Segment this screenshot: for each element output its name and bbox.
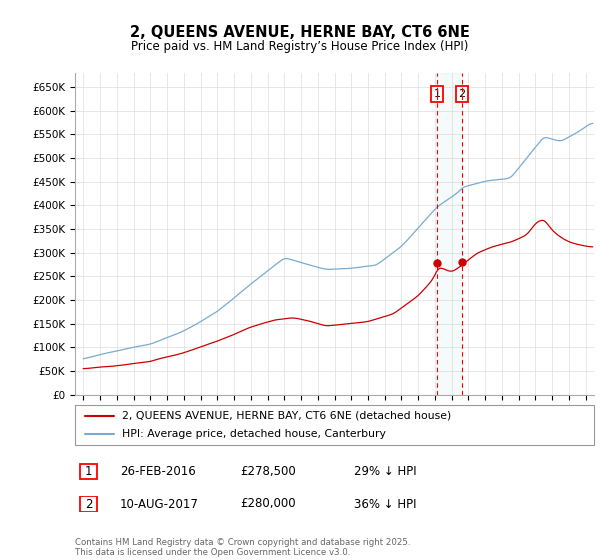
Text: 2, QUEENS AVENUE, HERNE BAY, CT6 6NE (detached house): 2, QUEENS AVENUE, HERNE BAY, CT6 6NE (de… [122, 411, 451, 421]
Text: Contains HM Land Registry data © Crown copyright and database right 2025.
This d: Contains HM Land Registry data © Crown c… [75, 538, 410, 557]
Text: 1: 1 [85, 465, 92, 478]
Text: 10-AUG-2017: 10-AUG-2017 [120, 497, 199, 511]
FancyBboxPatch shape [80, 496, 97, 512]
FancyBboxPatch shape [75, 405, 594, 445]
Bar [437, 73, 462, 395]
Text: 36% ↓ HPI: 36% ↓ HPI [354, 497, 416, 511]
Text: HPI: Average price, detached house, Canterbury: HPI: Average price, detached house, Cant… [122, 430, 386, 439]
Text: 2: 2 [458, 89, 466, 99]
Text: Price paid vs. HM Land Registry’s House Price Index (HPI): Price paid vs. HM Land Registry’s House … [131, 40, 469, 53]
Text: 1: 1 [434, 89, 440, 99]
Text: 29% ↓ HPI: 29% ↓ HPI [354, 465, 416, 478]
Text: 2: 2 [85, 497, 92, 511]
Text: 26-FEB-2016: 26-FEB-2016 [120, 465, 196, 478]
Text: 2, QUEENS AVENUE, HERNE BAY, CT6 6NE: 2, QUEENS AVENUE, HERNE BAY, CT6 6NE [130, 25, 470, 40]
FancyBboxPatch shape [80, 464, 97, 479]
Text: £278,500: £278,500 [240, 465, 296, 478]
Text: £280,000: £280,000 [240, 497, 296, 511]
